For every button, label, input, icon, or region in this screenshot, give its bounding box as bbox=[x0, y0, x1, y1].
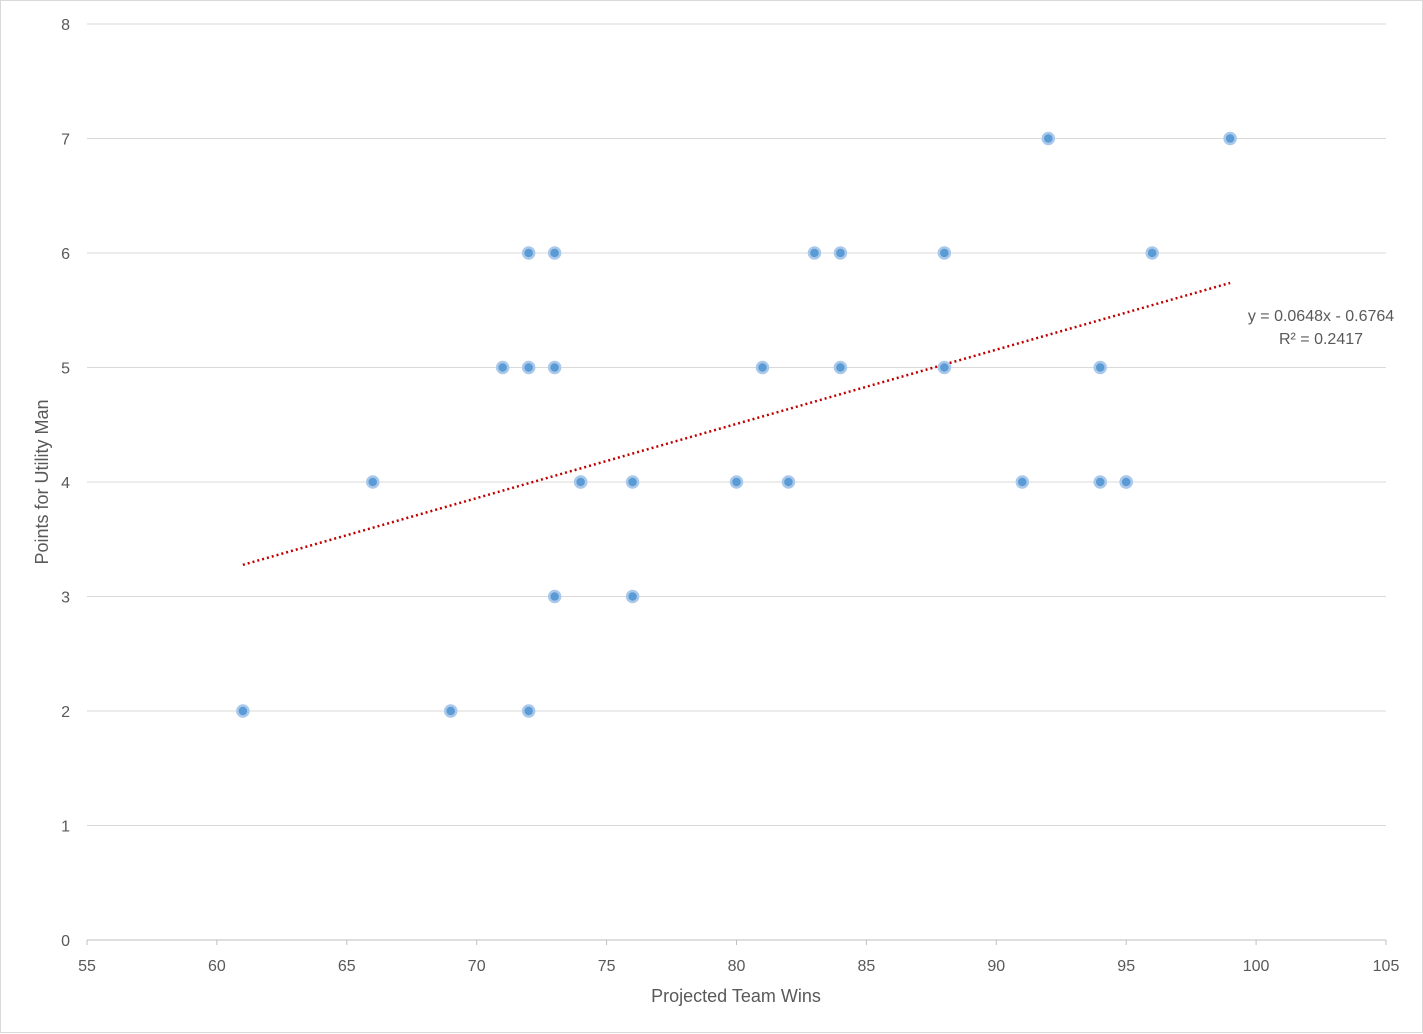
y-tick-label: 7 bbox=[61, 132, 70, 149]
data-point bbox=[495, 360, 510, 375]
data-point bbox=[573, 475, 588, 489]
data-point bbox=[1119, 475, 1133, 489]
data-point bbox=[937, 246, 952, 260]
data-point bbox=[937, 360, 952, 375]
axes bbox=[86, 939, 1387, 945]
x-tick-label: 90 bbox=[987, 958, 1005, 975]
data-point bbox=[625, 475, 640, 489]
y-tick-label: 5 bbox=[61, 361, 70, 378]
data-point bbox=[625, 589, 640, 604]
data-point bbox=[833, 246, 848, 260]
data-point bbox=[729, 475, 744, 489]
trendline-layer bbox=[242, 281, 1231, 567]
data-point bbox=[547, 246, 562, 260]
y-tick-label: 4 bbox=[61, 475, 70, 492]
data-point bbox=[833, 360, 848, 375]
x-tick-label: 60 bbox=[208, 958, 226, 975]
data-point bbox=[521, 360, 536, 375]
x-tick-label: 85 bbox=[858, 958, 876, 975]
data-point bbox=[1223, 131, 1237, 146]
x-axis-title: Projected Team Wins bbox=[651, 986, 821, 1006]
x-tick-label: 65 bbox=[338, 958, 356, 975]
data-point bbox=[236, 704, 250, 718]
data-point bbox=[1093, 475, 1107, 489]
x-tick-label: 80 bbox=[728, 958, 746, 975]
data-point bbox=[1145, 246, 1159, 260]
trendline-equation: y = 0.0648x - 0.6764 bbox=[1248, 308, 1394, 325]
x-tick-label: 100 bbox=[1243, 958, 1270, 975]
x-tick-label: 75 bbox=[598, 958, 616, 975]
data-point bbox=[1015, 475, 1030, 489]
data-point bbox=[755, 360, 770, 375]
data-point bbox=[521, 704, 536, 718]
y-axis-title: Points for Utility Man bbox=[32, 399, 52, 564]
tick-labels: 0 1 2 3 4 5 6 7 8 55 60 65 70 75 80 85 90 95 100 105 bbox=[61, 17, 1399, 975]
data-point bbox=[1093, 360, 1107, 375]
data-point bbox=[807, 246, 822, 260]
y-tick-label: 6 bbox=[61, 246, 70, 263]
trendline-r-squared: R² = 0.2417 bbox=[1279, 331, 1363, 348]
trendline bbox=[242, 281, 1231, 567]
data-point bbox=[781, 475, 796, 489]
y-tick-label: 2 bbox=[61, 704, 70, 721]
y-tick-label: 0 bbox=[61, 933, 70, 950]
gridlines bbox=[87, 23, 1386, 826]
data-point bbox=[547, 589, 562, 604]
x-tick-label: 95 bbox=[1117, 958, 1135, 975]
x-tick-label: 55 bbox=[78, 958, 96, 975]
data-point bbox=[1041, 131, 1056, 146]
data-point bbox=[443, 704, 458, 718]
y-tick-label: 8 bbox=[61, 17, 70, 34]
data-point bbox=[366, 475, 380, 489]
x-tick-label: 105 bbox=[1373, 958, 1400, 975]
x-tick-label: 70 bbox=[468, 958, 486, 975]
y-tick-label: 3 bbox=[61, 590, 70, 607]
y-tick-label: 1 bbox=[61, 819, 70, 836]
data-point bbox=[521, 246, 536, 260]
data-points bbox=[236, 131, 1237, 718]
data-point bbox=[547, 360, 562, 375]
